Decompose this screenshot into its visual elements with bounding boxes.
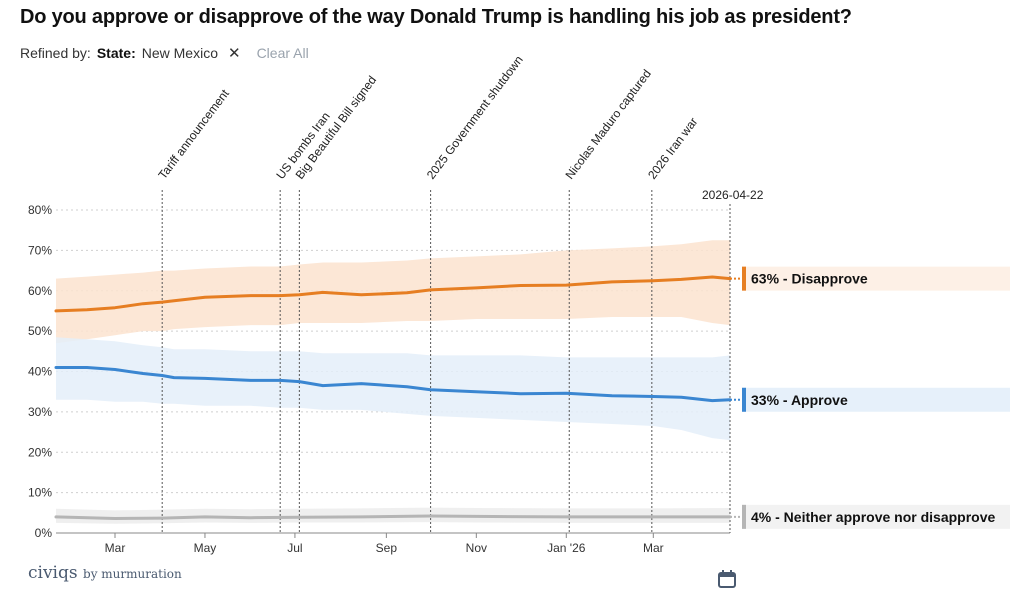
- series-line: [54, 366, 732, 403]
- y-tick-label: 20%: [28, 445, 52, 459]
- event-label: 2026 Iran war: [645, 115, 700, 182]
- x-tick-label: Jan '26: [547, 541, 586, 555]
- logo-brand: civiqs: [28, 563, 78, 583]
- series-end-label: 63% - Disapprove: [751, 271, 868, 287]
- event-label: Nicolas Maduro captured: [562, 67, 653, 182]
- series-label-marker: [742, 504, 746, 529]
- event-label: Big Beautiful Bill signed: [293, 73, 380, 182]
- x-tick-label: Nov: [466, 541, 487, 555]
- series-line: [54, 514, 732, 520]
- civiqs-logo: civiqs by murmuration: [28, 563, 182, 583]
- calendar-icon[interactable]: [717, 569, 737, 589]
- x-tick-label: Sep: [376, 541, 398, 555]
- confidence-band: [56, 337, 730, 441]
- y-tick-label: 40%: [28, 365, 52, 379]
- refine-bar: Refined by: State: New Mexico ✕ Clear Al…: [20, 44, 309, 62]
- series-label-marker: [742, 387, 746, 412]
- x-tick-label: Mar: [105, 541, 126, 555]
- filter-value: New Mexico: [141, 45, 218, 61]
- remove-filter-icon[interactable]: ✕: [227, 45, 241, 62]
- x-tick-label: Mar: [643, 541, 664, 555]
- series-label-bg: [742, 266, 1010, 291]
- clear-all-link[interactable]: Clear All: [256, 45, 309, 61]
- y-tick-label: 80%: [28, 203, 52, 217]
- y-tick-label: 70%: [28, 243, 52, 257]
- series-label-bg: [742, 504, 1010, 529]
- x-tick-label: May: [194, 541, 217, 555]
- confidence-band: [56, 240, 730, 344]
- series-label-bg: [742, 387, 1010, 412]
- x-tick-label: Jul: [287, 541, 302, 555]
- refine-label: Refined by:: [20, 45, 91, 61]
- y-tick-label: 50%: [28, 324, 52, 338]
- y-tick-label: 30%: [28, 405, 52, 419]
- end-date-label: 2026-04-22: [702, 188, 764, 202]
- logo-byline: by murmuration: [83, 567, 182, 581]
- series-line: [54, 275, 732, 313]
- chart-title: Do you approve or disapprove of the way …: [20, 6, 852, 28]
- event-label: Tariff announcement: [155, 86, 232, 182]
- y-tick-label: 60%: [28, 284, 52, 298]
- series-end-label: 4% - Neither approve nor disapprove: [751, 509, 995, 525]
- y-tick-label: 0%: [35, 526, 53, 540]
- event-label: 2025 Government shutdown: [424, 53, 526, 182]
- series-end-label: 33% - Approve: [751, 392, 848, 408]
- series-label-marker: [742, 266, 746, 291]
- y-tick-label: 10%: [28, 486, 52, 500]
- filter-key: State:: [96, 45, 136, 61]
